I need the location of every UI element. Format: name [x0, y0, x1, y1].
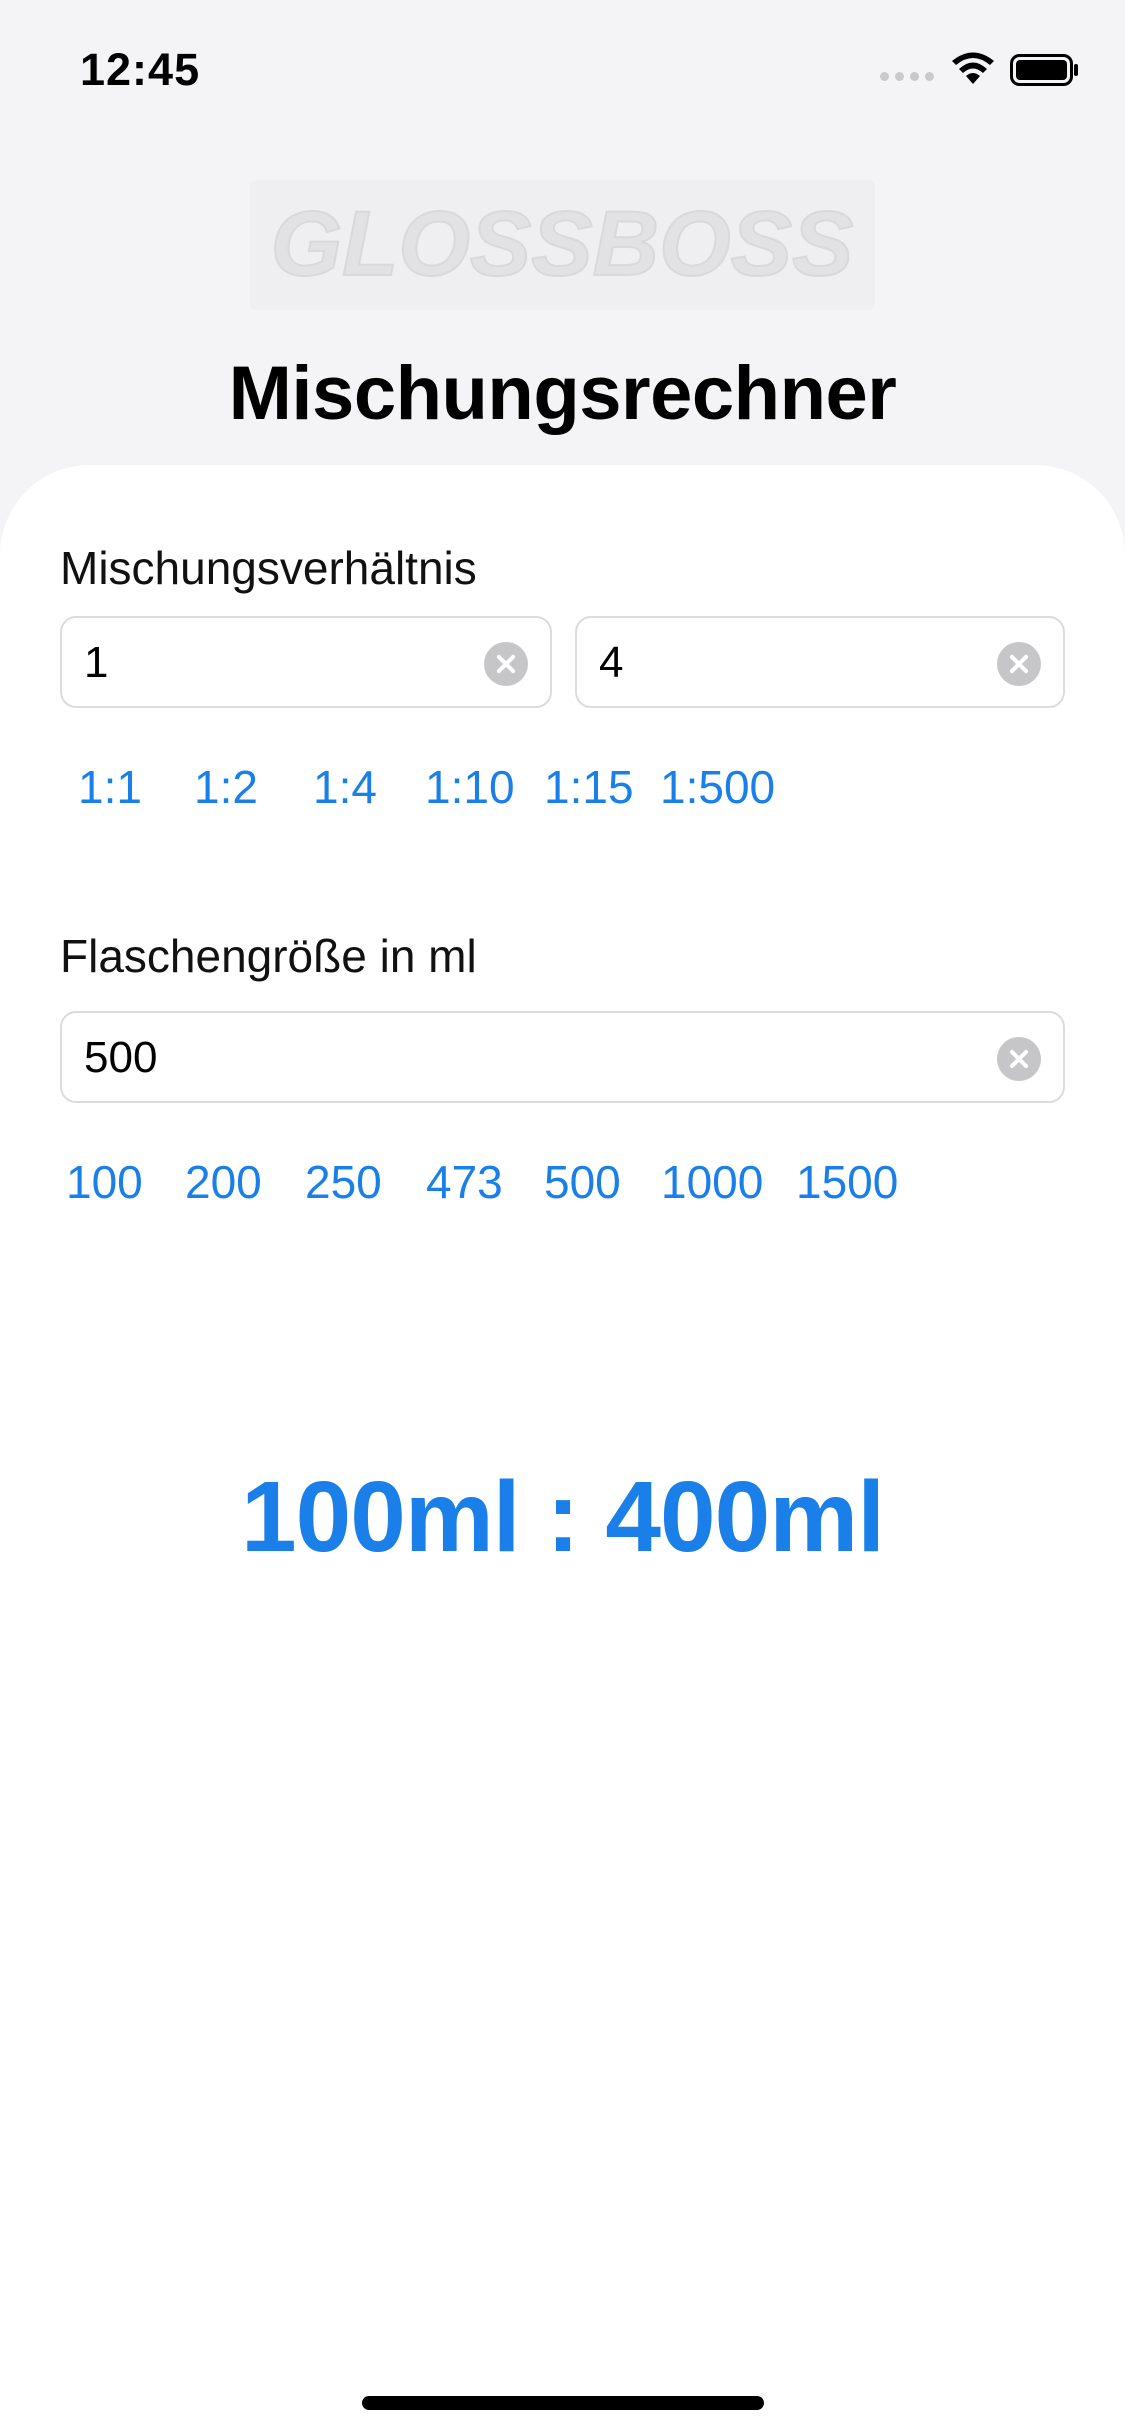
clear-icon[interactable] [997, 642, 1041, 686]
bottle-preset-473[interactable]: 473 [426, 1156, 503, 1208]
bottle-preset-1500[interactable]: 1500 [796, 1156, 899, 1208]
page-title: Mischungsrechner [228, 351, 897, 436]
bottle-size-value: 500 [84, 1033, 158, 1082]
battery-icon [1010, 54, 1078, 86]
ratio-left-field[interactable]: 1 [60, 616, 552, 708]
status-bar: 12:45 [0, 0, 1125, 135]
status-time: 12:45 [80, 44, 201, 95]
cellular-signal-icon [880, 72, 934, 81]
ratio-preset-1-4[interactable]: 1:4 [313, 761, 377, 813]
ratio-presets: 1:1 1:2 1:4 1:10 1:15 1:500 [0, 760, 1125, 830]
ratio-preset-1-500[interactable]: 1:500 [660, 761, 776, 813]
bottle-preset-100[interactable]: 100 [66, 1156, 143, 1208]
wifi-icon [952, 52, 994, 84]
bottle-size-label: Flaschengröße in ml [60, 930, 477, 982]
calculator-card: Mischungsverhältnis 1 4 1:1 1:2 1:4 1:10… [0, 465, 1125, 2436]
clear-icon[interactable] [997, 1037, 1041, 1081]
clear-icon[interactable] [484, 642, 528, 686]
bottle-size-field[interactable]: 500 [60, 1011, 1065, 1103]
ratio-left-value: 1 [84, 638, 109, 687]
bottle-preset-200[interactable]: 200 [185, 1156, 262, 1208]
ratio-preset-1-10[interactable]: 1:10 [425, 761, 515, 813]
ratio-right-field[interactable]: 4 [575, 616, 1065, 708]
brand-logo-graphic: GLOSSBOSS [270, 192, 855, 296]
ratio-preset-1-1[interactable]: 1:1 [78, 761, 142, 813]
bottle-preset-250[interactable]: 250 [305, 1156, 382, 1208]
ratio-preset-1-2[interactable]: 1:2 [194, 761, 258, 813]
home-indicator[interactable] [362, 2396, 764, 2410]
brand-logo-text: GLOSSBOSS [271, 193, 854, 295]
result-text: 100ml : 400ml [241, 1461, 885, 1573]
bottle-presets: 100 200 250 473 500 1000 1500 [0, 1155, 1125, 1225]
bottle-preset-1000[interactable]: 1000 [661, 1156, 764, 1208]
ratio-right-value: 4 [599, 638, 624, 687]
ratio-preset-1-15[interactable]: 1:15 [544, 761, 634, 813]
ratio-label: Mischungsverhältnis [60, 542, 477, 594]
brand-logo: GLOSSBOSS [250, 180, 875, 310]
bottle-preset-500[interactable]: 500 [544, 1156, 621, 1208]
